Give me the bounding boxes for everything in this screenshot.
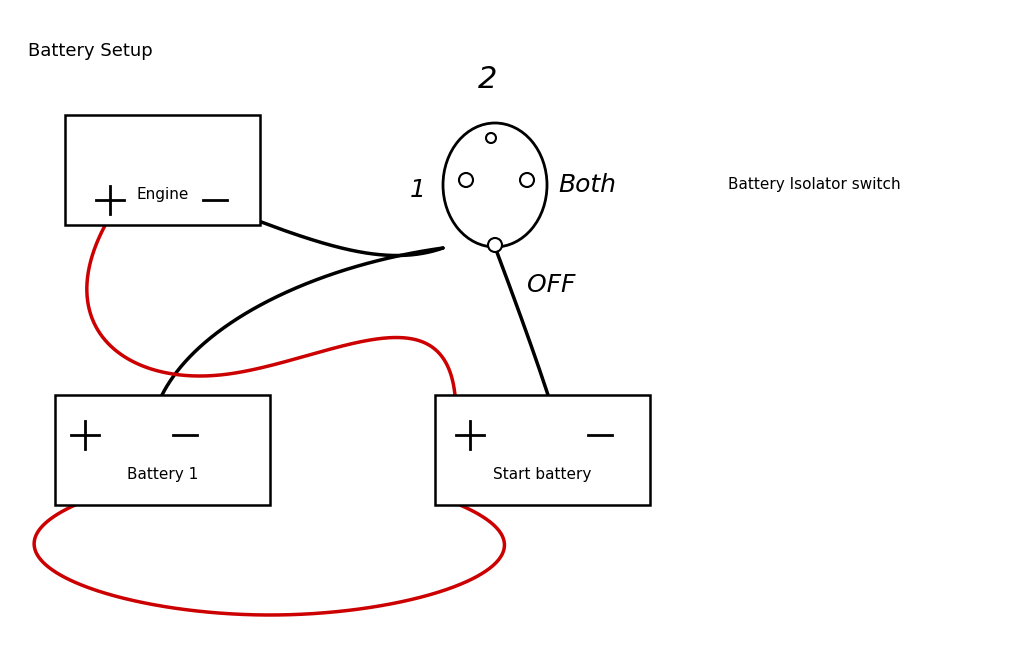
Circle shape [488, 238, 502, 252]
Circle shape [520, 173, 534, 187]
Ellipse shape [443, 123, 547, 247]
Text: OFF: OFF [527, 273, 575, 297]
Text: Engine: Engine [136, 187, 188, 202]
Text: Start battery: Start battery [493, 467, 592, 482]
Bar [65, 115, 260, 225]
Text: Both: Both [558, 173, 616, 197]
Circle shape [486, 133, 496, 143]
Text: 1: 1 [411, 178, 426, 202]
Bar [55, 395, 270, 505]
Text: Battery 1: Battery 1 [127, 467, 199, 482]
Text: Battery Setup: Battery Setup [28, 42, 152, 60]
Text: 2: 2 [478, 66, 498, 95]
Text: Battery Isolator switch: Battery Isolator switch [728, 178, 900, 192]
Bar [435, 395, 650, 505]
Circle shape [459, 173, 473, 187]
